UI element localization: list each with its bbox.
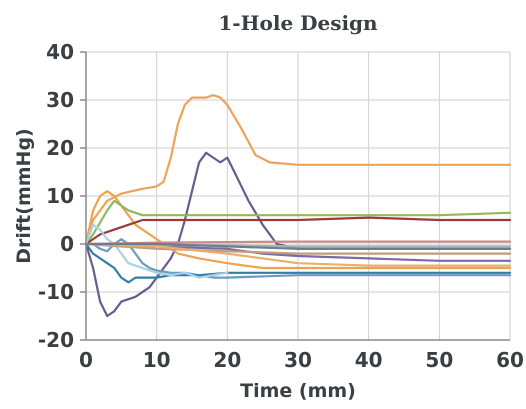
x-tick-label: 20 — [213, 348, 241, 372]
series-line-8 — [84, 223, 229, 279]
y-tick-label: -10 — [38, 280, 74, 304]
x-tick-label: 30 — [284, 348, 312, 372]
x-tick-label: 50 — [425, 348, 453, 372]
series-line-12 — [84, 242, 512, 255]
y-tick-label: 30 — [46, 88, 74, 112]
y-axis-label: Drift(mmHg) — [13, 128, 35, 263]
axes — [80, 51, 510, 341]
y-tick-labels: -20 -10 0 10 20 30 40 — [38, 40, 74, 352]
x-tick-label: 10 — [143, 348, 171, 372]
y-tick-label: 20 — [46, 136, 74, 160]
x-tick-label: 40 — [355, 348, 383, 372]
series-line-13 — [84, 242, 512, 267]
series-line-3 — [84, 190, 512, 270]
grid — [85, 51, 511, 341]
series-line-9 — [84, 240, 512, 246]
x-tick-label: 0 — [79, 348, 93, 372]
x-tick-labels: 0 10 20 30 40 50 60 — [79, 348, 524, 372]
series-line-4 — [84, 199, 512, 246]
y-tick-label: 10 — [46, 184, 74, 208]
x-tick-label: 60 — [496, 348, 524, 372]
series-line-1 — [84, 94, 512, 246]
y-tick-label: -20 — [38, 328, 74, 352]
series-line-14 — [84, 242, 512, 250]
series-lines — [84, 94, 512, 318]
x-axis-label: Time (mm) — [240, 380, 356, 402]
series-line-5 — [84, 216, 512, 246]
chart-title: 1-Hole Design — [218, 11, 378, 35]
y-tick-label: 40 — [46, 40, 74, 64]
series-line-7 — [84, 242, 512, 284]
y-tick-label: 0 — [60, 232, 74, 256]
series-line-6 — [84, 238, 512, 279]
